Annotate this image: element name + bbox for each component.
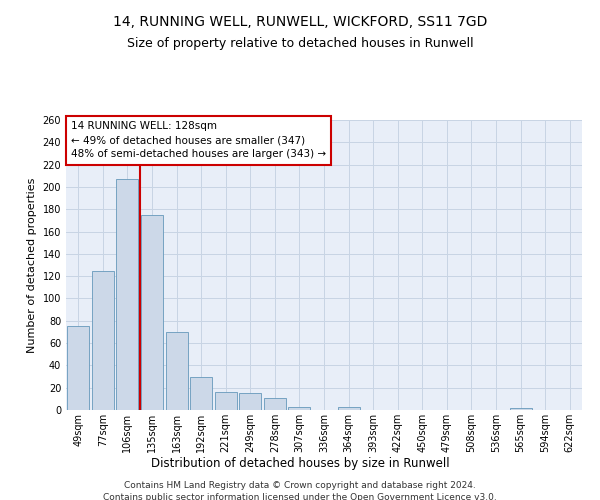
Bar <box>264 398 286 410</box>
Bar <box>166 332 188 410</box>
Bar <box>116 179 139 410</box>
Bar <box>215 392 237 410</box>
Text: Size of property relative to detached houses in Runwell: Size of property relative to detached ho… <box>127 38 473 51</box>
Text: Contains public sector information licensed under the Open Government Licence v3: Contains public sector information licen… <box>103 492 497 500</box>
Text: 14, RUNNING WELL, RUNWELL, WICKFORD, SS11 7GD: 14, RUNNING WELL, RUNWELL, WICKFORD, SS1… <box>113 15 487 29</box>
Text: Contains HM Land Registry data © Crown copyright and database right 2024.: Contains HM Land Registry data © Crown c… <box>124 481 476 490</box>
Bar <box>239 394 262 410</box>
Bar <box>141 215 163 410</box>
Text: 14 RUNNING WELL: 128sqm
← 49% of detached houses are smaller (347)
48% of semi-d: 14 RUNNING WELL: 128sqm ← 49% of detache… <box>71 122 326 160</box>
Text: Distribution of detached houses by size in Runwell: Distribution of detached houses by size … <box>151 458 449 470</box>
Bar <box>289 406 310 410</box>
Bar <box>509 408 532 410</box>
Bar <box>92 270 114 410</box>
Y-axis label: Number of detached properties: Number of detached properties <box>27 178 37 352</box>
Bar <box>338 406 359 410</box>
Bar <box>190 376 212 410</box>
Bar <box>67 326 89 410</box>
